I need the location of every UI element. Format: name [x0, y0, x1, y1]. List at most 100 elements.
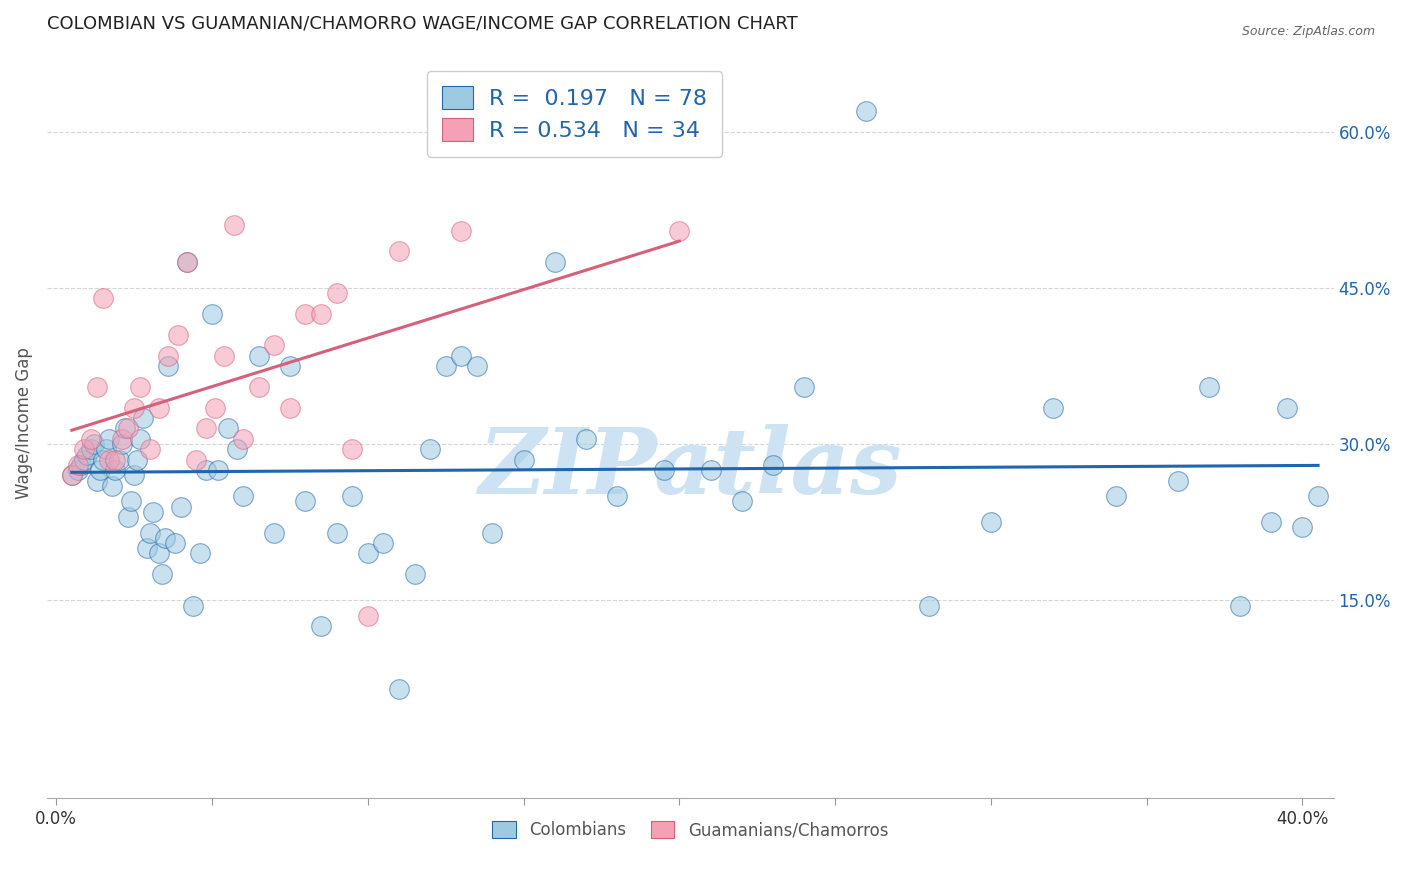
Point — [232, 489, 254, 503]
Point — [117, 421, 139, 435]
Y-axis label: Wage/Income Gap: Wage/Income Gap — [15, 347, 32, 500]
Point — [388, 244, 411, 259]
Point — [357, 546, 380, 560]
Point — [127, 452, 149, 467]
Point — [157, 349, 180, 363]
Point — [222, 219, 245, 233]
Point — [101, 479, 124, 493]
Point — [232, 432, 254, 446]
Point — [70, 458, 93, 472]
Point — [111, 437, 134, 451]
Point — [980, 515, 1002, 529]
Point — [388, 681, 411, 696]
Point — [86, 474, 108, 488]
Point — [434, 359, 457, 373]
Point — [73, 452, 96, 467]
Point — [176, 255, 198, 269]
Text: COLOMBIAN VS GUAMANIAN/CHAMORRO WAGE/INCOME GAP CORRELATION CHART: COLOMBIAN VS GUAMANIAN/CHAMORRO WAGE/INC… — [46, 15, 797, 33]
Point — [793, 380, 815, 394]
Point — [91, 291, 114, 305]
Point — [309, 619, 332, 633]
Point — [1167, 474, 1189, 488]
Point — [342, 489, 364, 503]
Point — [129, 432, 152, 446]
Point — [419, 442, 441, 457]
Legend: Colombians, Guamanians/Chamorros: Colombians, Guamanians/Chamorros — [485, 814, 894, 846]
Point — [79, 442, 101, 457]
Point — [135, 541, 157, 556]
Point — [181, 599, 204, 613]
Point — [1291, 520, 1313, 534]
Point — [98, 452, 121, 467]
Point — [606, 489, 628, 503]
Point — [575, 432, 598, 446]
Point — [325, 286, 347, 301]
Point — [226, 442, 249, 457]
Point — [207, 463, 229, 477]
Point — [668, 224, 690, 238]
Point — [98, 432, 121, 446]
Point — [309, 307, 332, 321]
Point — [73, 442, 96, 457]
Point — [1275, 401, 1298, 415]
Point — [150, 567, 173, 582]
Point — [1104, 489, 1126, 503]
Text: ZIPatlas: ZIPatlas — [478, 424, 903, 513]
Point — [122, 401, 145, 415]
Point — [294, 494, 316, 508]
Point — [91, 452, 114, 467]
Point — [652, 463, 675, 477]
Point — [157, 359, 180, 373]
Point — [357, 608, 380, 623]
Point — [278, 359, 301, 373]
Point — [83, 437, 105, 451]
Point — [104, 452, 127, 467]
Point — [263, 525, 285, 540]
Point — [450, 224, 472, 238]
Point — [94, 442, 117, 457]
Point — [117, 510, 139, 524]
Point — [342, 442, 364, 457]
Point — [138, 525, 160, 540]
Point — [404, 567, 426, 582]
Point — [699, 463, 721, 477]
Point — [204, 401, 226, 415]
Point — [373, 536, 395, 550]
Point — [325, 525, 347, 540]
Point — [148, 546, 170, 560]
Point — [1306, 489, 1329, 503]
Point — [89, 463, 111, 477]
Point — [917, 599, 939, 613]
Point — [111, 432, 134, 446]
Point — [122, 468, 145, 483]
Point — [855, 103, 877, 118]
Point — [176, 255, 198, 269]
Point — [163, 536, 186, 550]
Point — [166, 327, 188, 342]
Point — [481, 525, 503, 540]
Point — [132, 411, 155, 425]
Point — [194, 421, 217, 435]
Point — [114, 421, 136, 435]
Point — [79, 432, 101, 446]
Point — [201, 307, 224, 321]
Point — [1229, 599, 1251, 613]
Point — [194, 463, 217, 477]
Point — [120, 494, 142, 508]
Point — [129, 380, 152, 394]
Point — [731, 494, 754, 508]
Point — [544, 255, 567, 269]
Point — [214, 349, 236, 363]
Point — [107, 452, 129, 467]
Point — [60, 468, 83, 483]
Point — [1198, 380, 1220, 394]
Point — [450, 349, 472, 363]
Point — [188, 546, 211, 560]
Point — [155, 531, 177, 545]
Point — [104, 463, 127, 477]
Point — [1260, 515, 1282, 529]
Text: Source: ZipAtlas.com: Source: ZipAtlas.com — [1241, 25, 1375, 38]
Point — [247, 349, 270, 363]
Point — [60, 468, 83, 483]
Point — [1042, 401, 1064, 415]
